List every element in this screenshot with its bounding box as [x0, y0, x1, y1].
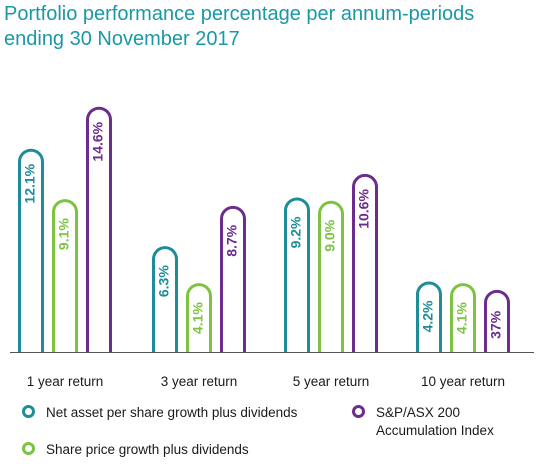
category-label-3: 10 year return	[421, 374, 505, 389]
data-label-1-2: 8.7%	[224, 224, 240, 256]
category-label-1: 3 year return	[161, 374, 238, 389]
bar-0-2	[86, 106, 112, 352]
bar-1-0	[152, 246, 178, 352]
bar-2-2	[352, 174, 378, 352]
data-label-1-0: 6.3%	[156, 265, 172, 297]
data-label-2-1: 9.0%	[322, 219, 338, 251]
bar-3-0	[416, 281, 442, 352]
data-label-0-1: 9.1%	[56, 218, 72, 250]
category-label-2: 5 year return	[293, 374, 370, 389]
data-label-3-2: 37%	[488, 310, 504, 339]
data-label-3-1: 4.1%	[454, 302, 470, 334]
bar-2-1	[318, 200, 344, 352]
data-label-2-0: 9.2%	[288, 216, 304, 248]
bar-1-1	[186, 283, 212, 352]
bar-0-1	[52, 199, 78, 352]
bar-1-2	[220, 205, 246, 352]
bar-3-2	[484, 289, 510, 352]
data-label-2-2: 10.6%	[356, 189, 372, 229]
bar-2-0	[284, 197, 310, 352]
bar-0-0	[18, 148, 44, 352]
data-label-0-2: 14.6%	[90, 121, 106, 161]
data-label-0-0: 12.1%	[22, 163, 38, 203]
chart-title: Portfolio performance percentage per ann…	[4, 3, 475, 50]
data-label-1-1: 4.1%	[190, 302, 206, 334]
category-label-0: 1 year return	[27, 374, 104, 389]
bar-3-1	[450, 283, 476, 352]
data-label-3-0: 4.2%	[420, 300, 436, 332]
